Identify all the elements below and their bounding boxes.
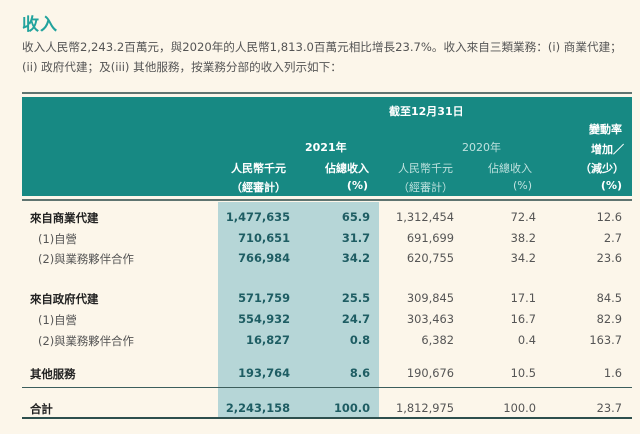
cell-change: 23.6 xyxy=(596,251,622,265)
header-2021-pct-line2: (%) xyxy=(346,179,368,192)
cell-rmb-2021: 554,932 xyxy=(238,312,290,326)
cell-pct-2020: 17.1 xyxy=(510,291,536,305)
cell-rmb-2021: 193,764 xyxy=(238,366,290,380)
cell-pct-2021: 65.9 xyxy=(341,210,370,224)
table-row: 來自商業代建 1,477,635 65.9 1,312,454 72.4 12.… xyxy=(22,210,632,228)
section-paragraph: 收入人民幣2,243.2百萬元，與2020年的人民幣1,813.0百萬元相比增長… xyxy=(22,40,622,74)
table-row: (2)與業務夥伴合作 766,984 34.2 620,755 34.2 23.… xyxy=(22,251,632,269)
cell-pct-2020: 38.2 xyxy=(510,231,536,245)
cell-rmb-2020: 303,463 xyxy=(406,312,454,326)
header-change-line2: 增加／ xyxy=(591,143,624,156)
cell-change: 12.6 xyxy=(596,210,622,224)
header-2020-pct-line2: (%) xyxy=(512,179,532,192)
cell-rmb-2020: 6,382 xyxy=(421,333,454,347)
cell-rmb-2020: 1,312,454 xyxy=(396,210,454,224)
section-title: 收入 xyxy=(22,15,58,35)
cell-change: 84.5 xyxy=(596,291,622,305)
row-label: (2)與業務夥伴合作 xyxy=(38,252,134,266)
table-row: (1)自營 554,932 24.7 303,463 16.7 82.9 xyxy=(22,312,632,330)
cell-pct-2021: 24.7 xyxy=(341,312,370,326)
cell-pct-2020: 34.2 xyxy=(510,251,536,265)
header-2021-rmb-line2: （經審計） xyxy=(231,181,286,194)
header-period: 截至12月31日 xyxy=(389,105,464,118)
cell-change: 23.7 xyxy=(596,401,622,415)
table-header-rule xyxy=(22,199,632,201)
header-2021-rmb-line1: 人民幣千元 xyxy=(231,162,286,175)
table-row: 其他服務 193,764 8.6 190,676 10.5 1.6 xyxy=(22,366,632,384)
header-change-line4: (%) xyxy=(600,179,622,192)
highlight-2021-column xyxy=(218,202,379,417)
header-2020-rmb-line2: （經審計） xyxy=(398,181,453,194)
row-label: 合計 xyxy=(30,402,53,416)
cell-change: 163.7 xyxy=(589,333,622,347)
cell-pct-2020: 10.5 xyxy=(510,366,536,380)
cell-rmb-2020: 190,676 xyxy=(406,366,454,380)
cell-rmb-2021: 2,243,158 xyxy=(225,401,290,415)
cell-change: 2.7 xyxy=(603,231,622,245)
cell-pct-2020: 100.0 xyxy=(503,401,536,415)
cell-pct-2021: 31.7 xyxy=(341,231,370,245)
cell-pct-2021: 34.2 xyxy=(341,251,370,265)
cell-rmb-2021: 766,984 xyxy=(238,251,290,265)
header-2021-pct-line1: 佔總收入 xyxy=(325,162,369,175)
row-label: (1)自營 xyxy=(38,313,77,327)
cell-rmb-2021: 571,759 xyxy=(238,291,290,305)
cell-rmb-2021: 16,827 xyxy=(246,333,290,347)
cell-change: 1.6 xyxy=(603,366,622,380)
cell-pct-2021: 0.8 xyxy=(349,333,370,347)
table-top-rule xyxy=(22,92,632,94)
cell-rmb-2021: 710,651 xyxy=(238,231,290,245)
row-label: (2)與業務夥伴合作 xyxy=(38,334,134,348)
header-2020-pct-line1: 佔總收入 xyxy=(488,162,532,175)
table-bottom-rule xyxy=(22,417,632,419)
cell-pct-2020: 72.4 xyxy=(510,210,536,224)
row-label: 其他服務 xyxy=(30,367,76,381)
cell-pct-2020: 0.4 xyxy=(517,333,536,347)
table-row: 來自政府代建 571,759 25.5 309,845 17.1 84.5 xyxy=(22,291,632,309)
header-year-2020: 2020年 xyxy=(462,141,501,154)
cell-rmb-2020: 691,699 xyxy=(406,231,454,245)
header-change-line1: 變動率 xyxy=(589,123,622,136)
table-row: (1)自營 710,651 31.7 691,699 38.2 2.7 xyxy=(22,231,632,249)
header-2020-rmb-line1: 人民幣千元 xyxy=(398,162,453,175)
cell-pct-2021: 100.0 xyxy=(333,401,370,415)
table-subtotal-rule xyxy=(22,387,632,388)
cell-pct-2020: 16.7 xyxy=(510,312,536,326)
row-label: (1)自營 xyxy=(38,232,77,246)
cell-rmb-2020: 1,812,975 xyxy=(396,401,454,415)
table-row-total: 合計 2,243,158 100.0 1,812,975 100.0 23.7 xyxy=(22,401,632,419)
cell-change: 82.9 xyxy=(596,312,622,326)
row-label: 來自政府代建 xyxy=(30,292,99,306)
cell-rmb-2020: 309,845 xyxy=(406,291,454,305)
header-change-line3: （減少） xyxy=(580,162,624,175)
table-row: (2)與業務夥伴合作 16,827 0.8 6,382 0.4 163.7 xyxy=(22,333,632,351)
row-label: 來自商業代建 xyxy=(30,211,99,225)
cell-rmb-2021: 1,477,635 xyxy=(225,210,290,224)
header-year-2021: 2021年 xyxy=(305,141,347,154)
cell-rmb-2020: 620,755 xyxy=(406,251,454,265)
cell-pct-2021: 25.5 xyxy=(341,291,370,305)
cell-pct-2021: 8.6 xyxy=(349,366,370,380)
table-header: 截至12月31日 2021年 2020年 變動率 增加／ （減少） (%) 人民… xyxy=(22,97,632,196)
